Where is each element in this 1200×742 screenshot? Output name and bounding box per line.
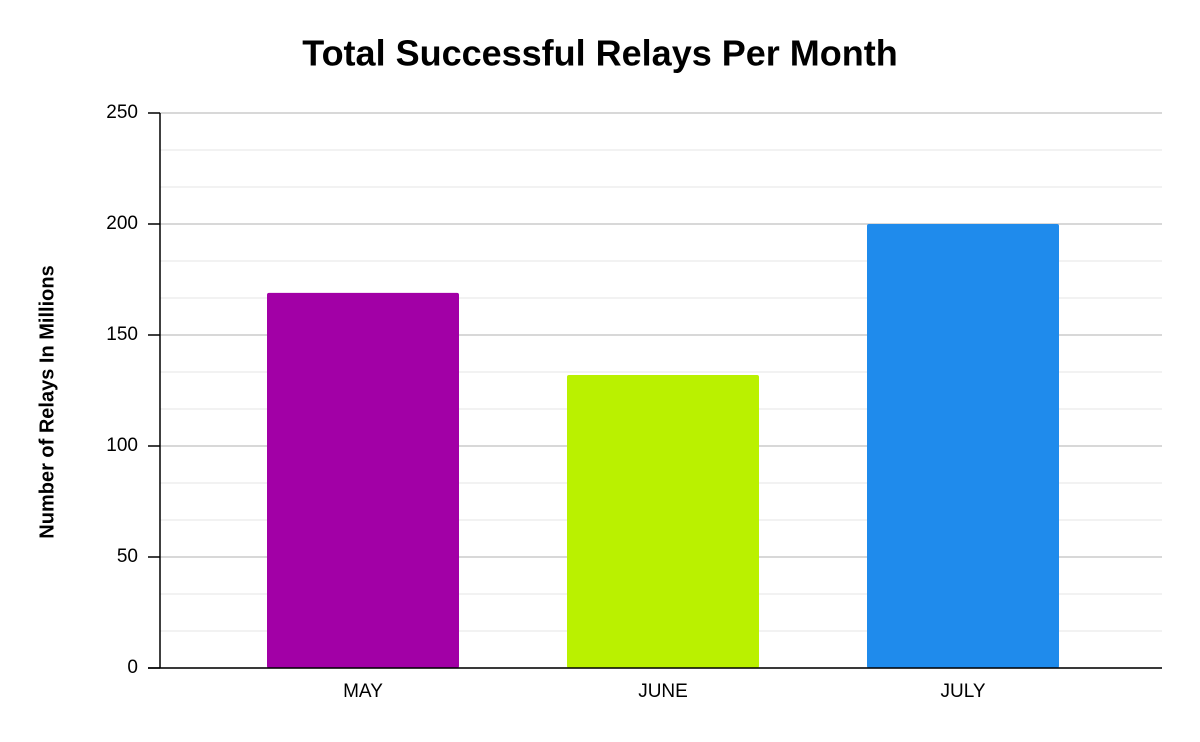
y-tick-label: 100 (106, 435, 138, 456)
y-tick-label: 250 (106, 102, 138, 123)
y-tick-label: 200 (106, 213, 138, 234)
y-axis-label: Number of Relays In Millions (36, 265, 58, 538)
y-tick-label: 50 (117, 546, 138, 567)
bar (267, 292, 459, 668)
bar (567, 374, 759, 668)
bar (867, 224, 1059, 668)
x-tick-label: JULY (940, 681, 985, 702)
x-tick-label: JUNE (638, 681, 688, 702)
chart-title: Total Successful Relays Per Month (302, 33, 898, 74)
x-tick-label: MAY (343, 681, 383, 702)
y-tick-label: 0 (127, 657, 138, 678)
y-tick-label: 150 (106, 324, 138, 345)
